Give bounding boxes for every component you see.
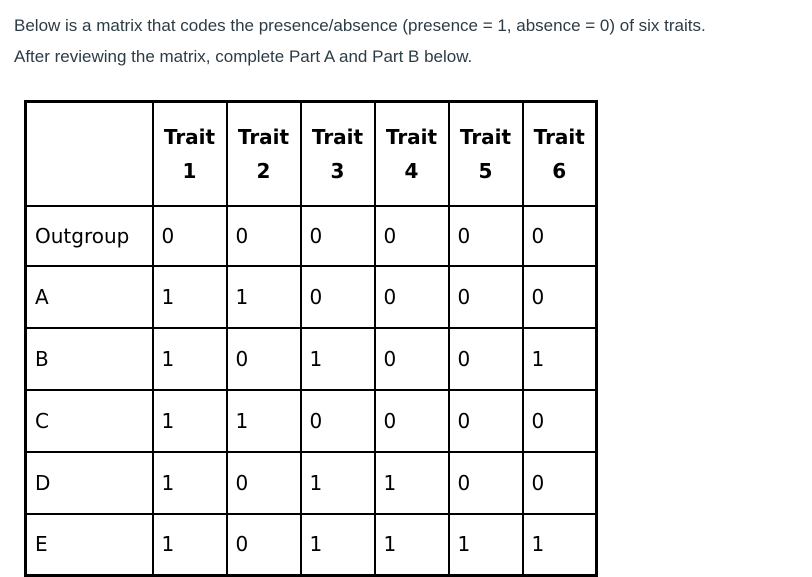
trait-value: 0 <box>521 388 598 453</box>
trait-value: 0 <box>299 388 376 453</box>
trait-value: 0 <box>225 450 302 515</box>
trait-value: 1 <box>299 326 376 391</box>
trait-value: 0 <box>225 326 302 391</box>
trait-value: 1 <box>225 264 302 329</box>
trait-value: 1 <box>521 512 598 577</box>
trait-header: Trait 3 <box>299 100 376 207</box>
table-row: B 1 0 1 0 0 1 <box>24 326 598 391</box>
trait-value: 0 <box>225 204 302 267</box>
trait-value: 1 <box>151 264 228 329</box>
trait-value: 0 <box>447 388 524 453</box>
trait-value: 0 <box>373 204 450 267</box>
taxon-label: E <box>24 512 154 577</box>
instructions-line-1: Below is a matrix that codes the presenc… <box>14 16 706 35</box>
trait-value: 1 <box>151 326 228 391</box>
trait-value: 0 <box>521 264 598 329</box>
table-row: A 1 1 0 0 0 0 <box>24 264 598 329</box>
trait-value: 0 <box>447 450 524 515</box>
trait-header: Trait 1 <box>151 100 228 207</box>
trait-value: 0 <box>373 326 450 391</box>
trait-value: 1 <box>151 512 228 577</box>
trait-value: 0 <box>521 450 598 515</box>
trait-header: Trait 4 <box>373 100 450 207</box>
table-row: Outgroup 0 0 0 0 0 0 <box>24 204 598 267</box>
trait-value: 1 <box>225 388 302 453</box>
header-row: Trait 1 Trait 2 Trait 3 Trait 4 Trait 5 Trait… <box>24 100 598 207</box>
trait-header: Trait 5 <box>447 100 524 207</box>
trait-value: 0 <box>299 204 376 267</box>
trait-header: Trait 6 <box>521 100 598 207</box>
trait-value: 1 <box>299 450 376 515</box>
trait-value: 1 <box>447 512 524 577</box>
instructions-line-2: After reviewing the matrix, complete Par… <box>14 47 473 66</box>
taxon-label: Outgroup <box>24 204 154 267</box>
trait-value: 0 <box>373 264 450 329</box>
taxon-label: D <box>24 450 154 515</box>
trait-value: 0 <box>447 264 524 329</box>
trait-header: Trait 2 <box>225 100 302 207</box>
trait-value: 0 <box>447 204 524 267</box>
corner-cell <box>24 100 154 207</box>
trait-value: 0 <box>225 512 302 577</box>
trait-value: 0 <box>151 204 228 267</box>
trait-value: 0 <box>447 326 524 391</box>
trait-value: 0 <box>299 264 376 329</box>
trait-value: 1 <box>521 326 598 391</box>
trait-matrix-table: Trait 1 Trait 2 Trait 3 Trait 4 Trait 5 Trait… <box>24 100 598 577</box>
instructions: Below is a matrix that codes the presenc… <box>14 10 810 72</box>
table-row: C 1 1 0 0 0 0 <box>24 388 598 453</box>
taxon-label: C <box>24 388 154 453</box>
trait-value: 0 <box>373 388 450 453</box>
trait-value: 1 <box>151 388 228 453</box>
table-row: D 1 0 1 1 0 0 <box>24 450 598 515</box>
taxon-label: A <box>24 264 154 329</box>
trait-value: 1 <box>151 450 228 515</box>
trait-value: 0 <box>521 204 598 267</box>
trait-value: 1 <box>373 512 450 577</box>
trait-value: 1 <box>299 512 376 577</box>
taxon-label: B <box>24 326 154 391</box>
trait-value: 1 <box>373 450 450 515</box>
table-row: E 1 0 1 1 1 1 <box>24 512 598 577</box>
